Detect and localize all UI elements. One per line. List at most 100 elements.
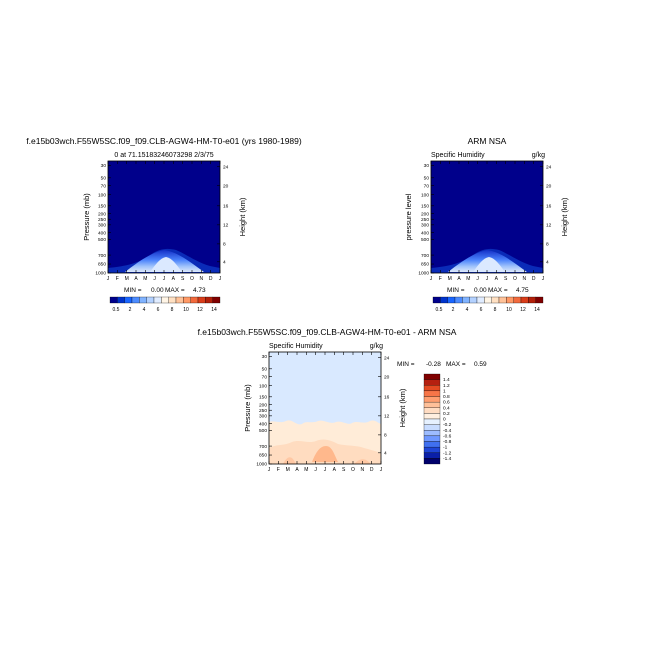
- panel-diff-ylabel: Pressure (mb): [243, 384, 252, 432]
- colorbar-tick-label: -1.2: [443, 450, 452, 456]
- y-right-tick-label: 12: [546, 223, 552, 229]
- colorbar-tick-label: 1: [443, 388, 446, 394]
- y-tick-label: 700: [259, 444, 267, 450]
- panel-obs-stats: MIN = 0.00 MAX = 4.75: [447, 287, 529, 294]
- y-tick-label: 700: [98, 253, 106, 259]
- x-tick-label: A: [295, 467, 299, 473]
- panel-diff-min-label: MIN =: [397, 361, 415, 368]
- y-tick-label: 500: [259, 428, 267, 434]
- y-tick-label: 400: [98, 230, 106, 236]
- colorbar-tick-label: 2: [452, 307, 455, 313]
- x-tick-label: O: [351, 467, 355, 473]
- x-tick-label: N: [200, 276, 204, 282]
- y-tick-label: 50: [101, 176, 107, 182]
- y-tick-label: 300: [98, 223, 106, 229]
- panel-obs-max-value: 4.75: [516, 287, 529, 294]
- x-tick-label: S: [342, 467, 346, 473]
- y-right-tick-label: 16: [223, 204, 229, 210]
- colorbar-swatch: [498, 296, 507, 304]
- y-right-tick-label: 4: [223, 260, 226, 266]
- x-tick-label: J: [268, 467, 271, 473]
- colorbar-swatch: [491, 296, 500, 304]
- panel-obs-max-label: MAX =: [488, 287, 508, 294]
- x-tick-label: F: [116, 276, 119, 282]
- colorbar-tick-label: -0.6: [443, 433, 452, 439]
- y-tick-label: 100: [98, 192, 106, 198]
- y-right-tick-label: 4: [384, 451, 387, 457]
- colorbar-swatch: [423, 373, 441, 380]
- panel-diff-subtitle: Specific Humidity: [269, 343, 323, 350]
- panel-diff-max-value: 0.59: [474, 361, 487, 368]
- y-tick-label: 250: [98, 217, 106, 223]
- colorbar-swatch: [528, 296, 536, 304]
- colorbar-tick-label: 12: [520, 307, 526, 313]
- colorbar-swatch: [423, 396, 441, 403]
- colorbar-tick-label: 0.5: [113, 307, 120, 313]
- y-tick-label: 1000: [95, 271, 106, 277]
- y-tick-label: 400: [421, 230, 429, 236]
- colorbar-swatch: [423, 413, 441, 420]
- x-tick-label: A: [495, 276, 499, 282]
- colorbar-swatch: [423, 418, 441, 425]
- y-right-tick-label: 24: [223, 164, 229, 170]
- x-tick-label: J: [219, 276, 222, 282]
- colorbar-tick-label: 6: [480, 307, 483, 313]
- x-tick-label: J: [153, 276, 156, 282]
- x-tick-label: N: [361, 467, 365, 473]
- y-right-tick-label: 8: [546, 242, 549, 248]
- colorbar-swatch: [175, 296, 184, 304]
- y-tick-label: 300: [259, 414, 267, 420]
- colorbar-swatch: [139, 296, 147, 304]
- colorbar-tick-label: 0: [443, 417, 446, 423]
- colorbar-swatch: [146, 296, 155, 304]
- panel-diff-min-value: -0.28: [426, 361, 441, 368]
- x-tick-label: O: [513, 276, 517, 282]
- colorbar-tick-label: 10: [183, 307, 189, 313]
- y-tick-label: 500: [98, 237, 106, 243]
- colorbar-tick-label: 4: [143, 307, 146, 313]
- y-tick-label: 850: [98, 262, 106, 268]
- y-tick-label: 50: [424, 176, 430, 182]
- x-tick-label: J: [107, 276, 110, 282]
- colorbar-swatch: [423, 430, 441, 437]
- x-tick-label: M: [304, 467, 308, 473]
- panel-model-ylabel-right: Height (km): [238, 197, 247, 236]
- panel-diff: f.e15b03wch.F55W5SC.f09_f09.CLB-AGW4-HM-…: [198, 327, 487, 473]
- colorbar-swatch: [423, 390, 441, 397]
- x-tick-label: M: [143, 276, 147, 282]
- x-tick-label: J: [542, 276, 545, 282]
- y-tick-label: 200: [421, 211, 429, 217]
- colorbar-swatch: [432, 296, 441, 304]
- y-tick-label: 50: [262, 367, 268, 373]
- colorbar-tick-label: 10: [506, 307, 512, 313]
- y-tick-label: 150: [98, 204, 106, 210]
- colorbar-swatch: [469, 296, 478, 304]
- panel-diff-colorbar: 1.41.210.80.60.40.20-0.2-0.4-0.6-0.8-1-1…: [423, 373, 452, 465]
- y-tick-label: 850: [259, 453, 267, 459]
- colorbar-swatch: [423, 441, 441, 448]
- colorbar-tick-label: 14: [534, 307, 540, 313]
- y-tick-label: 850: [421, 262, 429, 268]
- panel-model-colorbar: 0.5 2 4 6 8 10 12 14: [109, 296, 221, 313]
- x-tick-label: D: [532, 276, 536, 282]
- panel-model-stats: MIN = 0.00 MAX = 4.73: [124, 287, 206, 294]
- y-tick-label: 100: [421, 192, 429, 198]
- panel-diff-title: f.e15b03wch.F55W5SC.f09_f09.CLB-AGW4-HM-…: [198, 327, 457, 337]
- colorbar-tick-label: 0.4: [443, 405, 450, 411]
- panel-model-subtitle: 0 at 71.15183246073298 2/3/75: [114, 152, 213, 159]
- y-right-tick-label: 16: [384, 395, 390, 401]
- colorbar-swatch: [447, 296, 456, 304]
- colorbar-tick-label: 1.4: [443, 377, 450, 383]
- y-tick-label: 400: [259, 421, 267, 427]
- panel-diff-field: [269, 352, 381, 464]
- y-right-tick-label: 8: [223, 242, 226, 248]
- y-right-tick-label: 20: [223, 183, 229, 189]
- colorbar-swatch: [131, 296, 140, 304]
- panel-model-max-value: 4.73: [193, 287, 206, 294]
- colorbar-swatch: [423, 452, 441, 459]
- colorbar-tick-label: -1: [443, 445, 448, 451]
- panel-model-min-label: MIN =: [124, 287, 142, 294]
